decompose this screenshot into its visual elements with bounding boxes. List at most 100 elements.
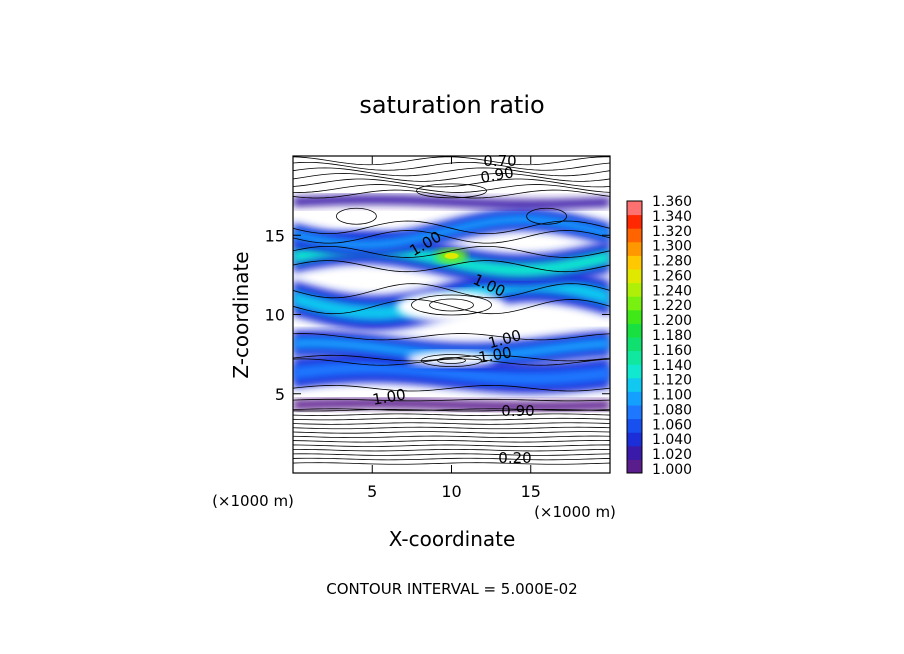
colorbar-label-1.020: 1.020 xyxy=(652,447,692,463)
contour-label-1: 0.90 xyxy=(479,163,515,187)
contour-low xyxy=(293,462,610,465)
x-tick-label-5: 5 xyxy=(367,482,377,501)
colorbar-label-1.360: 1.360 xyxy=(652,194,692,210)
contour-low xyxy=(293,448,610,452)
contour-high xyxy=(293,178,610,188)
colorbar-swatch-12 xyxy=(627,296,642,311)
contour-low xyxy=(293,422,610,425)
x-units-left: (×1000 m) xyxy=(212,492,294,510)
x-units-right: (×1000 m) xyxy=(534,503,616,521)
contour-loop-3 xyxy=(437,357,466,364)
contour-label-0: 0.70 xyxy=(483,152,516,170)
contour-high xyxy=(293,167,610,177)
contour-high xyxy=(293,173,610,182)
y-tick-label-15: 15 xyxy=(265,226,285,245)
colorbar-swatch-18 xyxy=(627,214,642,229)
heat-band-11 xyxy=(293,194,610,210)
colorbar-label-1.060: 1.060 xyxy=(652,417,692,433)
colorbar-label-1.200: 1.200 xyxy=(652,313,692,329)
colorbar-swatch-6 xyxy=(627,377,642,392)
contour-low xyxy=(293,426,610,430)
chart-title: saturation ratio xyxy=(359,91,544,119)
colorbar-label-1.280: 1.280 xyxy=(652,254,692,270)
colorbar-frame xyxy=(626,200,643,474)
contour-loop-6 xyxy=(526,207,567,225)
colorbar-swatch-11 xyxy=(627,309,642,324)
contour-low xyxy=(293,444,610,447)
contour-high xyxy=(293,184,610,193)
contour-interval-footer: CONTOUR INTERVAL = 5.000E-02 xyxy=(326,580,577,598)
colorbar-swatch-19 xyxy=(627,201,642,216)
contour-band-top xyxy=(293,398,610,402)
contour-band-bottom xyxy=(293,260,610,273)
colorbar-label-1.220: 1.220 xyxy=(652,298,692,314)
contour-loop-2 xyxy=(421,354,482,367)
contour-lines xyxy=(293,156,610,465)
contour-band-bottom xyxy=(293,299,610,315)
colorbar-swatch-2 xyxy=(627,432,642,447)
colorbar-label-1.140: 1.140 xyxy=(652,358,692,374)
contour-labels: 0.700.901.001.001.001.001.000.900.20 xyxy=(371,152,535,467)
colorbar-swatch-15 xyxy=(627,255,642,270)
contour-band-top xyxy=(293,283,610,299)
colorbar-swatch-3 xyxy=(627,418,642,433)
colorbar-label-1.120: 1.120 xyxy=(652,373,692,389)
colorbar-swatch-1 xyxy=(627,445,642,460)
contour-band-bottom xyxy=(293,408,610,411)
contour-low xyxy=(293,413,610,416)
contour-band-top xyxy=(293,245,610,258)
contour-band-bottom xyxy=(293,230,610,244)
axis-ticks: 5 10 15 5 10 15 xyxy=(265,156,610,501)
contour-label-7: 0.90 xyxy=(501,402,534,420)
colorbar-swatch-0 xyxy=(627,459,642,474)
colorbar-label-1.040: 1.040 xyxy=(652,432,692,448)
plot-area xyxy=(293,156,610,473)
colorbar-label-1.300: 1.300 xyxy=(652,239,692,255)
heat-band-4 xyxy=(293,398,610,412)
heat-band-3 xyxy=(293,337,610,362)
colorbar-swatch-13 xyxy=(627,282,642,297)
contour-band-top xyxy=(293,333,610,341)
heat-band-1 xyxy=(293,360,610,386)
contour-low xyxy=(293,409,610,412)
colorbar-label-1.260: 1.260 xyxy=(652,268,692,284)
contour-label-6: 1.00 xyxy=(371,385,407,409)
heat-band-10 xyxy=(293,214,610,250)
y-axis-label: Z-coordinate xyxy=(229,251,253,378)
contour-low xyxy=(293,440,610,443)
contour-band-bottom xyxy=(293,358,610,366)
colorbar-label-1.320: 1.320 xyxy=(652,224,692,240)
contour-label-8: 0.20 xyxy=(498,449,531,467)
colorbar-swatch-10 xyxy=(627,323,642,338)
contour-loop-4 xyxy=(416,183,487,199)
colorbar-swatch-17 xyxy=(627,228,642,243)
colorbar-label-1.340: 1.340 xyxy=(652,209,692,225)
colorbar-swatch-8 xyxy=(627,350,642,365)
contour-low xyxy=(293,457,610,461)
colorbar-label-1.080: 1.080 xyxy=(652,402,692,418)
heat-peak-core xyxy=(444,252,459,259)
y-tick-label-5: 5 xyxy=(275,385,285,404)
contour-loop-1 xyxy=(429,298,474,312)
x-axis-label: X-coordinate xyxy=(389,527,516,551)
colorbar-swatch-16 xyxy=(627,241,642,256)
contour-label-5: 1.00 xyxy=(477,343,513,367)
colorbar-label-1.180: 1.180 xyxy=(652,328,692,344)
colorbar-swatch-5 xyxy=(627,391,642,406)
colorbar-swatch-7 xyxy=(627,364,642,379)
colorbar-label-1.000: 1.000 xyxy=(652,462,692,478)
x-tick-label-15: 15 xyxy=(521,482,541,501)
colorbar-swatch-4 xyxy=(627,405,642,420)
contour-high xyxy=(293,189,610,199)
colorbar-label-1.240: 1.240 xyxy=(652,283,692,299)
contour-band-top xyxy=(293,220,610,235)
contour-band-top xyxy=(293,354,610,362)
contour-low xyxy=(293,435,610,439)
y-tick-label-10: 10 xyxy=(265,306,285,325)
colorbar-label-1.100: 1.100 xyxy=(652,388,692,404)
colorbar-swatch-14 xyxy=(627,269,642,284)
x-tick-label-10: 10 xyxy=(441,482,461,501)
contour-low xyxy=(293,417,610,421)
colorbar: 1.3601.3401.3201.3001.2801.2601.2401.220… xyxy=(626,194,692,478)
